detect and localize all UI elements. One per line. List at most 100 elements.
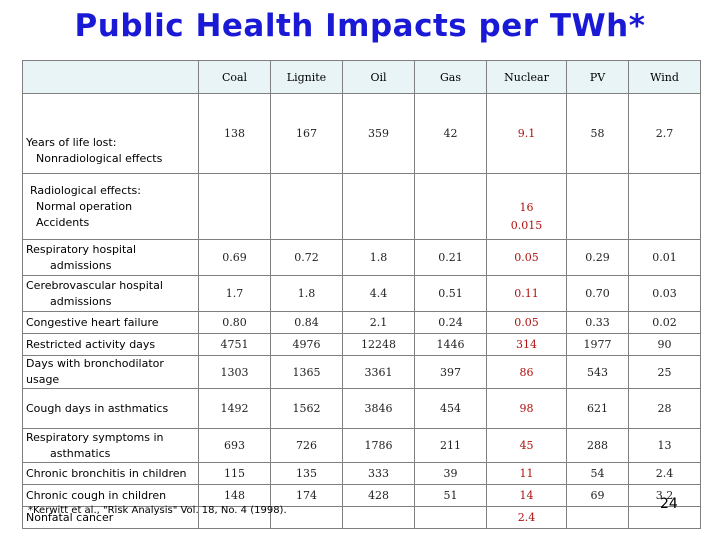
cell-lignite: 174 (270, 484, 343, 507)
cell-gas: 1446 (414, 333, 487, 356)
accidents-nuclear: 0.015 (510, 219, 543, 232)
cell-pv: 69 (566, 484, 629, 507)
cell-oil: 1.8 (342, 239, 415, 276)
table-row: Chronic bronchitis in children 115 135 333 3… (22, 462, 701, 485)
cell-coal: 0.80 (198, 311, 271, 334)
row-label-nonradiological: Years of life lost: Nonradiological effe… (22, 93, 199, 174)
cell-oil: 12248 (342, 333, 415, 356)
table-row: Respiratory symptoms in asthmatics 693 726 1… (22, 428, 701, 463)
row-label: Restricted activity days (22, 333, 199, 356)
cell-oil: 3846 (342, 388, 415, 429)
nonrad-lignite: 167 (270, 93, 343, 174)
row-label: Days with bronchodilator usage (22, 355, 199, 389)
header-lignite: Lignite (270, 60, 343, 94)
row-label-line: Restricted activity days (26, 337, 156, 351)
page-number: 24 (660, 496, 678, 512)
nonrad-label: Nonradiological effects (36, 152, 163, 165)
cell-gas: 211 (414, 428, 487, 463)
cell-oil (342, 506, 415, 529)
cell-coal: 693 (198, 428, 271, 463)
cell-wind (628, 506, 701, 529)
cell-coal: 148 (198, 484, 271, 507)
row-label-line: Chronic bronchitis in children (26, 466, 187, 480)
header-oil: Oil (342, 60, 415, 94)
rad-lignite (270, 173, 343, 240)
cell-nuclear: 0.05 (486, 239, 567, 276)
cell-pv: 621 (566, 388, 629, 429)
row-label-line: Respiratory symptoms in (26, 430, 164, 444)
row-label: Respiratory symptoms in asthmatics (22, 428, 199, 463)
header-corner (22, 60, 199, 94)
cell-pv: 0.29 (566, 239, 629, 276)
citation: *Kerwitt et al., "Risk Analysis" Vol. 18… (28, 505, 287, 516)
cell-gas: 454 (414, 388, 487, 429)
nonrad-nuclear: 9.1 (486, 93, 567, 174)
cell-nuclear: 2.4 (486, 506, 567, 529)
table-row: Chronic cough in children 148 174 428 51 14 69… (22, 484, 701, 507)
rad-label: Radiological effects: (30, 183, 141, 197)
row-label: Congestive heart failure (22, 311, 199, 334)
table-row: Cerebrovascular hospital admissions 1.7 1.8… (22, 275, 701, 312)
header-gas: Gas (414, 60, 487, 94)
row-label-line: Days with bronchodilator usage (26, 357, 164, 386)
table-row-nonfatal-cancer: Nonfatal cancer 2.4 (22, 506, 701, 529)
cell-coal: 1.7 (198, 275, 271, 312)
row-label-line: Cerebrovascular hospital (26, 278, 163, 292)
accidents-label: Accidents (36, 215, 90, 229)
cell-lignite: 726 (270, 428, 343, 463)
row-label-continuation: admissions (50, 258, 112, 272)
cell-nuclear: 86 (486, 355, 567, 389)
cell-oil: 1786 (342, 428, 415, 463)
cell-pv: 0.70 (566, 275, 629, 312)
row-label-continuation: asthmatics (50, 446, 111, 460)
header-nuclear: Nuclear (486, 60, 567, 94)
cell-gas: 0.21 (414, 239, 487, 276)
cell-lignite: 0.84 (270, 311, 343, 334)
row-label: Chronic bronchitis in children (22, 462, 199, 485)
rad-wind (628, 173, 701, 240)
cell-oil: 4.4 (342, 275, 415, 312)
cell-lignite: 4976 (270, 333, 343, 356)
nonrad-wind: 2.7 (628, 93, 701, 174)
rad-pv (566, 173, 629, 240)
cell-gas: 0.24 (414, 311, 487, 334)
cell-gas (414, 506, 487, 529)
cell-nuclear: 314 (486, 333, 567, 356)
cell-lignite: 135 (270, 462, 343, 485)
cell-oil: 3361 (342, 355, 415, 389)
row-label: Cerebrovascular hospital admissions (22, 275, 199, 312)
cell-wind: 2.4 (628, 462, 701, 485)
table-row: Cough days in asthmatics 1492 1562 3846 454 9… (22, 388, 701, 429)
header-wind: Wind (628, 60, 701, 94)
cell-coal: 0.69 (198, 239, 271, 276)
cell-gas: 397 (414, 355, 487, 389)
cell-wind: 0.03 (628, 275, 701, 312)
cell-pv: 543 (566, 355, 629, 389)
table-header-row: Coal Lignite Oil Gas Nuclear PV Wind (22, 60, 701, 94)
header-pv: PV (566, 60, 629, 94)
row-label-radiological: Radiological effects: Normal operation A… (22, 173, 199, 240)
row-label: Cough days in asthmatics (22, 388, 199, 429)
cell-nuclear: 0.05 (486, 311, 567, 334)
rad-nuclear: 16 0.015 (486, 173, 567, 240)
nonrad-gas: 42 (414, 93, 487, 174)
rad-oil (342, 173, 415, 240)
cell-pv: 1977 (566, 333, 629, 356)
cell-wind: 13 (628, 428, 701, 463)
cell-coal: 115 (198, 462, 271, 485)
cell-pv (566, 506, 629, 529)
cell-gas: 39 (414, 462, 487, 485)
row-label: Respiratory hospital admissions (22, 239, 199, 276)
table-row: Respiratory hospital admissions 0.69 0.72 1.… (22, 239, 701, 276)
cell-nuclear: 0.11 (486, 275, 567, 312)
nonrad-pv: 58 (566, 93, 629, 174)
cell-coal: 4751 (198, 333, 271, 356)
row-label-line: Respiratory hospital (26, 242, 137, 256)
cell-oil: 428 (342, 484, 415, 507)
nonrad-oil: 359 (342, 93, 415, 174)
table-row-nonradiological: Years of life lost: Nonradiological effe… (22, 93, 701, 174)
cell-lignite: 1365 (270, 355, 343, 389)
rad-coal (198, 173, 271, 240)
cell-gas: 0.51 (414, 275, 487, 312)
cell-pv: 288 (566, 428, 629, 463)
